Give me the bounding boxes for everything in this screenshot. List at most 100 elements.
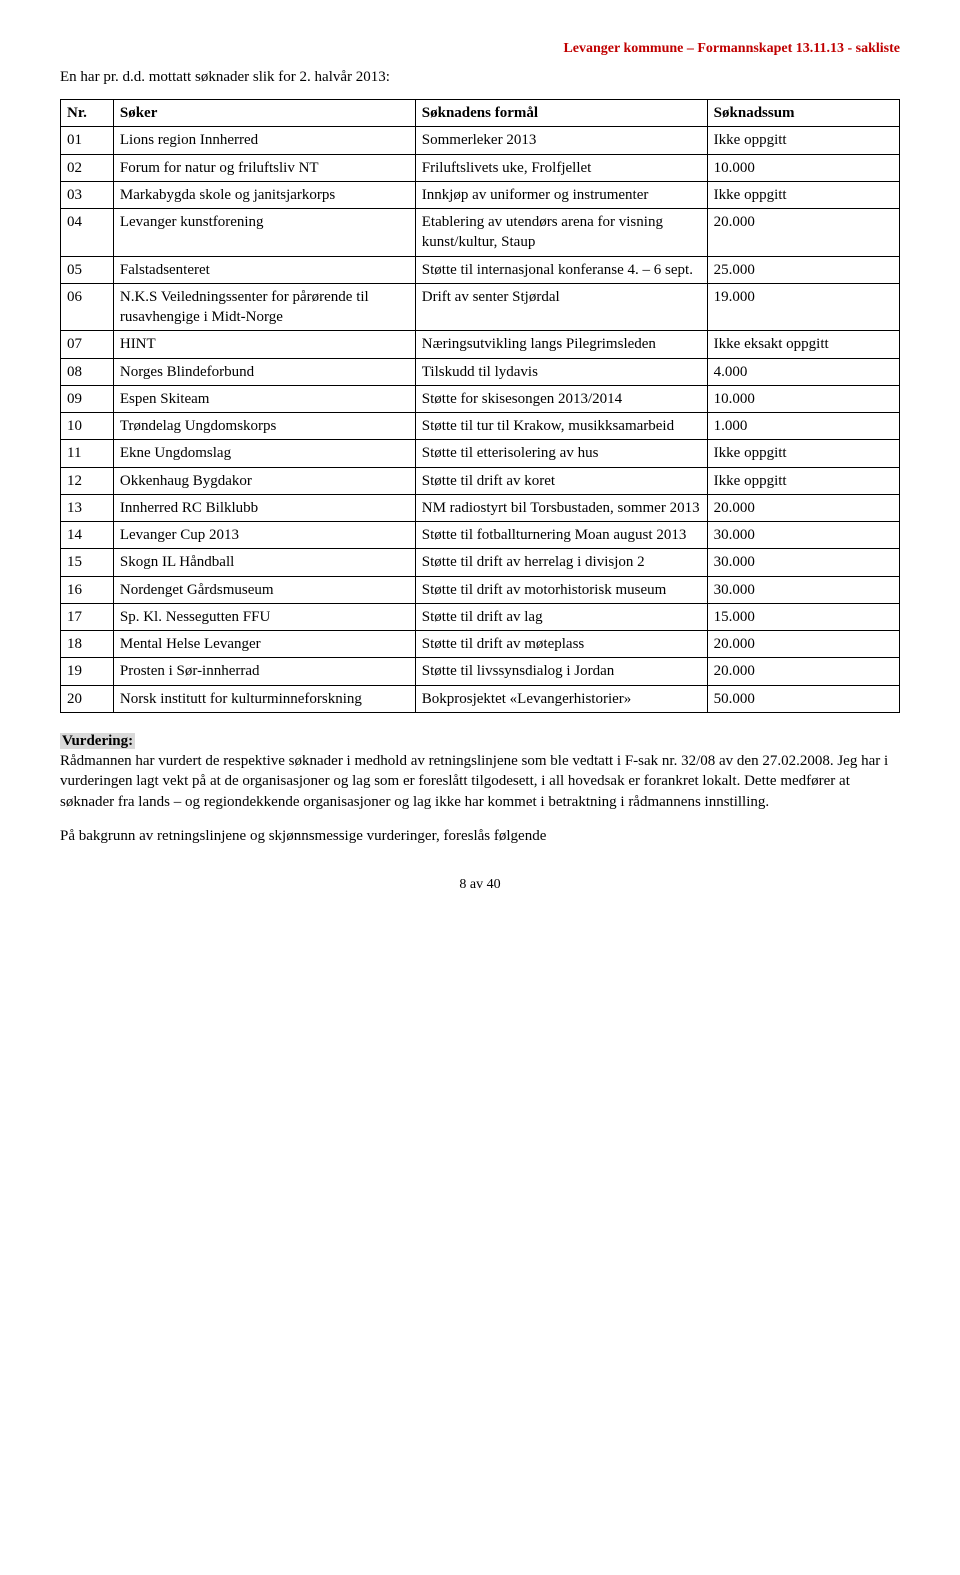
table-row: 06N.K.S Veiledningssenter for pårørende … — [61, 283, 900, 331]
cell-sum: 4.000 — [707, 358, 899, 385]
cell-formal: Støtte til fotballturnering Moan august … — [415, 522, 707, 549]
cell-formal: Etablering av utendørs arena for visning… — [415, 209, 707, 257]
cell-soker: N.K.S Veiledningssenter for pårørende ti… — [113, 283, 415, 331]
cell-sum: 50.000 — [707, 685, 899, 712]
cell-nr: 02 — [61, 154, 114, 181]
applications-table: Nr. Søker Søknadens formål Søknadssum 01… — [60, 99, 900, 713]
cell-sum: Ikke eksakt oppgitt — [707, 331, 899, 358]
cell-sum: 30.000 — [707, 549, 899, 576]
cell-formal: Næringsutvikling langs Pilegrimsleden — [415, 331, 707, 358]
cell-nr: 11 — [61, 440, 114, 467]
cell-soker: HINT — [113, 331, 415, 358]
vurdering-heading: Vurdering: — [60, 733, 135, 749]
cell-nr: 12 — [61, 467, 114, 494]
table-row: 10Trøndelag UngdomskorpsStøtte til tur t… — [61, 413, 900, 440]
cell-soker: Levanger kunstforening — [113, 209, 415, 257]
cell-nr: 01 — [61, 127, 114, 154]
cell-nr: 17 — [61, 603, 114, 630]
page-footer: 8 av 40 — [60, 876, 900, 895]
cell-soker: Norsk institutt for kulturminneforskning — [113, 685, 415, 712]
cell-soker: Skogn IL Håndball — [113, 549, 415, 576]
table-row: 18Mental Helse LevangerStøtte til drift … — [61, 631, 900, 658]
col-formal-header: Søknadens formål — [415, 100, 707, 127]
table-row: 05FalstadsenteretStøtte til internasjona… — [61, 256, 900, 283]
cell-soker: Falstadsenteret — [113, 256, 415, 283]
cell-formal: Støtte til drift av koret — [415, 467, 707, 494]
cell-sum: 20.000 — [707, 494, 899, 521]
cell-soker: Innherred RC Bilklubb — [113, 494, 415, 521]
cell-formal: Sommerleker 2013 — [415, 127, 707, 154]
cell-sum: 25.000 — [707, 256, 899, 283]
cell-formal: Støtte til etterisolering av hus — [415, 440, 707, 467]
cell-formal: Støtte til tur til Krakow, musikksamarbe… — [415, 413, 707, 440]
table-row: 20Norsk institutt for kulturminneforskni… — [61, 685, 900, 712]
table-row: 11Ekne UngdomslagStøtte til etterisoleri… — [61, 440, 900, 467]
cell-formal: Støtte til internasjonal konferanse 4. –… — [415, 256, 707, 283]
cell-sum: 30.000 — [707, 576, 899, 603]
col-sum-header: Søknadssum — [707, 100, 899, 127]
cell-soker: Espen Skiteam — [113, 385, 415, 412]
cell-nr: 16 — [61, 576, 114, 603]
cell-sum: 30.000 — [707, 522, 899, 549]
cell-nr: 20 — [61, 685, 114, 712]
cell-soker: Ekne Ungdomslag — [113, 440, 415, 467]
table-row: 03Markabygda skole og janitsjarkorpsInnk… — [61, 181, 900, 208]
table-row: 12Okkenhaug BygdakorStøtte til drift av … — [61, 467, 900, 494]
cell-formal: Drift av senter Stjørdal — [415, 283, 707, 331]
cell-nr: 03 — [61, 181, 114, 208]
cell-sum: 20.000 — [707, 631, 899, 658]
table-row: 13Innherred RC BilklubbNM radiostyrt bil… — [61, 494, 900, 521]
cell-sum: Ikke oppgitt — [707, 181, 899, 208]
cell-sum: Ikke oppgitt — [707, 440, 899, 467]
table-header-row: Nr. Søker Søknadens formål Søknadssum — [61, 100, 900, 127]
cell-nr: 19 — [61, 658, 114, 685]
cell-sum: 20.000 — [707, 658, 899, 685]
vurdering-section: Vurdering: Rådmannen har vurdert de resp… — [60, 731, 900, 812]
cell-nr: 08 — [61, 358, 114, 385]
table-row: 09Espen SkiteamStøtte for skisesongen 20… — [61, 385, 900, 412]
cell-soker: Lions region Innherred — [113, 127, 415, 154]
vurdering-para1: Rådmannen har vurdert de respektive søkn… — [60, 753, 888, 810]
cell-nr: 05 — [61, 256, 114, 283]
cell-soker: Nordenget Gårdsmuseum — [113, 576, 415, 603]
cell-nr: 04 — [61, 209, 114, 257]
table-row: 16Nordenget GårdsmuseumStøtte til drift … — [61, 576, 900, 603]
table-row: 15Skogn IL HåndballStøtte til drift av h… — [61, 549, 900, 576]
cell-sum: Ikke oppgitt — [707, 127, 899, 154]
col-soker-header: Søker — [113, 100, 415, 127]
cell-sum: 19.000 — [707, 283, 899, 331]
cell-sum: 20.000 — [707, 209, 899, 257]
cell-nr: 15 — [61, 549, 114, 576]
cell-sum: 10.000 — [707, 385, 899, 412]
cell-nr: 07 — [61, 331, 114, 358]
cell-soker: Norges Blindeforbund — [113, 358, 415, 385]
cell-soker: Markabygda skole og janitsjarkorps — [113, 181, 415, 208]
cell-soker: Trøndelag Ungdomskorps — [113, 413, 415, 440]
cell-soker: Okkenhaug Bygdakor — [113, 467, 415, 494]
cell-formal: Støtte til drift av møteplass — [415, 631, 707, 658]
col-nr-header: Nr. — [61, 100, 114, 127]
table-row: 17Sp. Kl. Nessegutten FFUStøtte til drif… — [61, 603, 900, 630]
cell-nr: 18 — [61, 631, 114, 658]
cell-soker: Mental Helse Levanger — [113, 631, 415, 658]
cell-nr: 10 — [61, 413, 114, 440]
cell-formal: Støtte for skisesongen 2013/2014 — [415, 385, 707, 412]
cell-nr: 06 — [61, 283, 114, 331]
cell-formal: Innkjøp av uniformer og instrumenter — [415, 181, 707, 208]
cell-formal: Støtte til drift av motorhistorisk museu… — [415, 576, 707, 603]
cell-sum: 15.000 — [707, 603, 899, 630]
page-header-right: Levanger kommune – Formannskapet 13.11.1… — [60, 40, 900, 59]
table-row: 04Levanger kunstforeningEtablering av ut… — [61, 209, 900, 257]
cell-formal: Støtte til drift av lag — [415, 603, 707, 630]
table-row: 01Lions region InnherredSommerleker 2013… — [61, 127, 900, 154]
cell-soker: Levanger Cup 2013 — [113, 522, 415, 549]
cell-formal: Støtte til livssynsdialog i Jordan — [415, 658, 707, 685]
cell-formal: Tilskudd til lydavis — [415, 358, 707, 385]
table-row: 08Norges BlindeforbundTilskudd til lydav… — [61, 358, 900, 385]
cell-soker: Sp. Kl. Nessegutten FFU — [113, 603, 415, 630]
cell-sum: 1.000 — [707, 413, 899, 440]
table-row: 07HINTNæringsutvikling langs Pilegrimsle… — [61, 331, 900, 358]
cell-sum: 10.000 — [707, 154, 899, 181]
table-row: 02Forum for natur og friluftsliv NTFrilu… — [61, 154, 900, 181]
cell-soker: Forum for natur og friluftsliv NT — [113, 154, 415, 181]
